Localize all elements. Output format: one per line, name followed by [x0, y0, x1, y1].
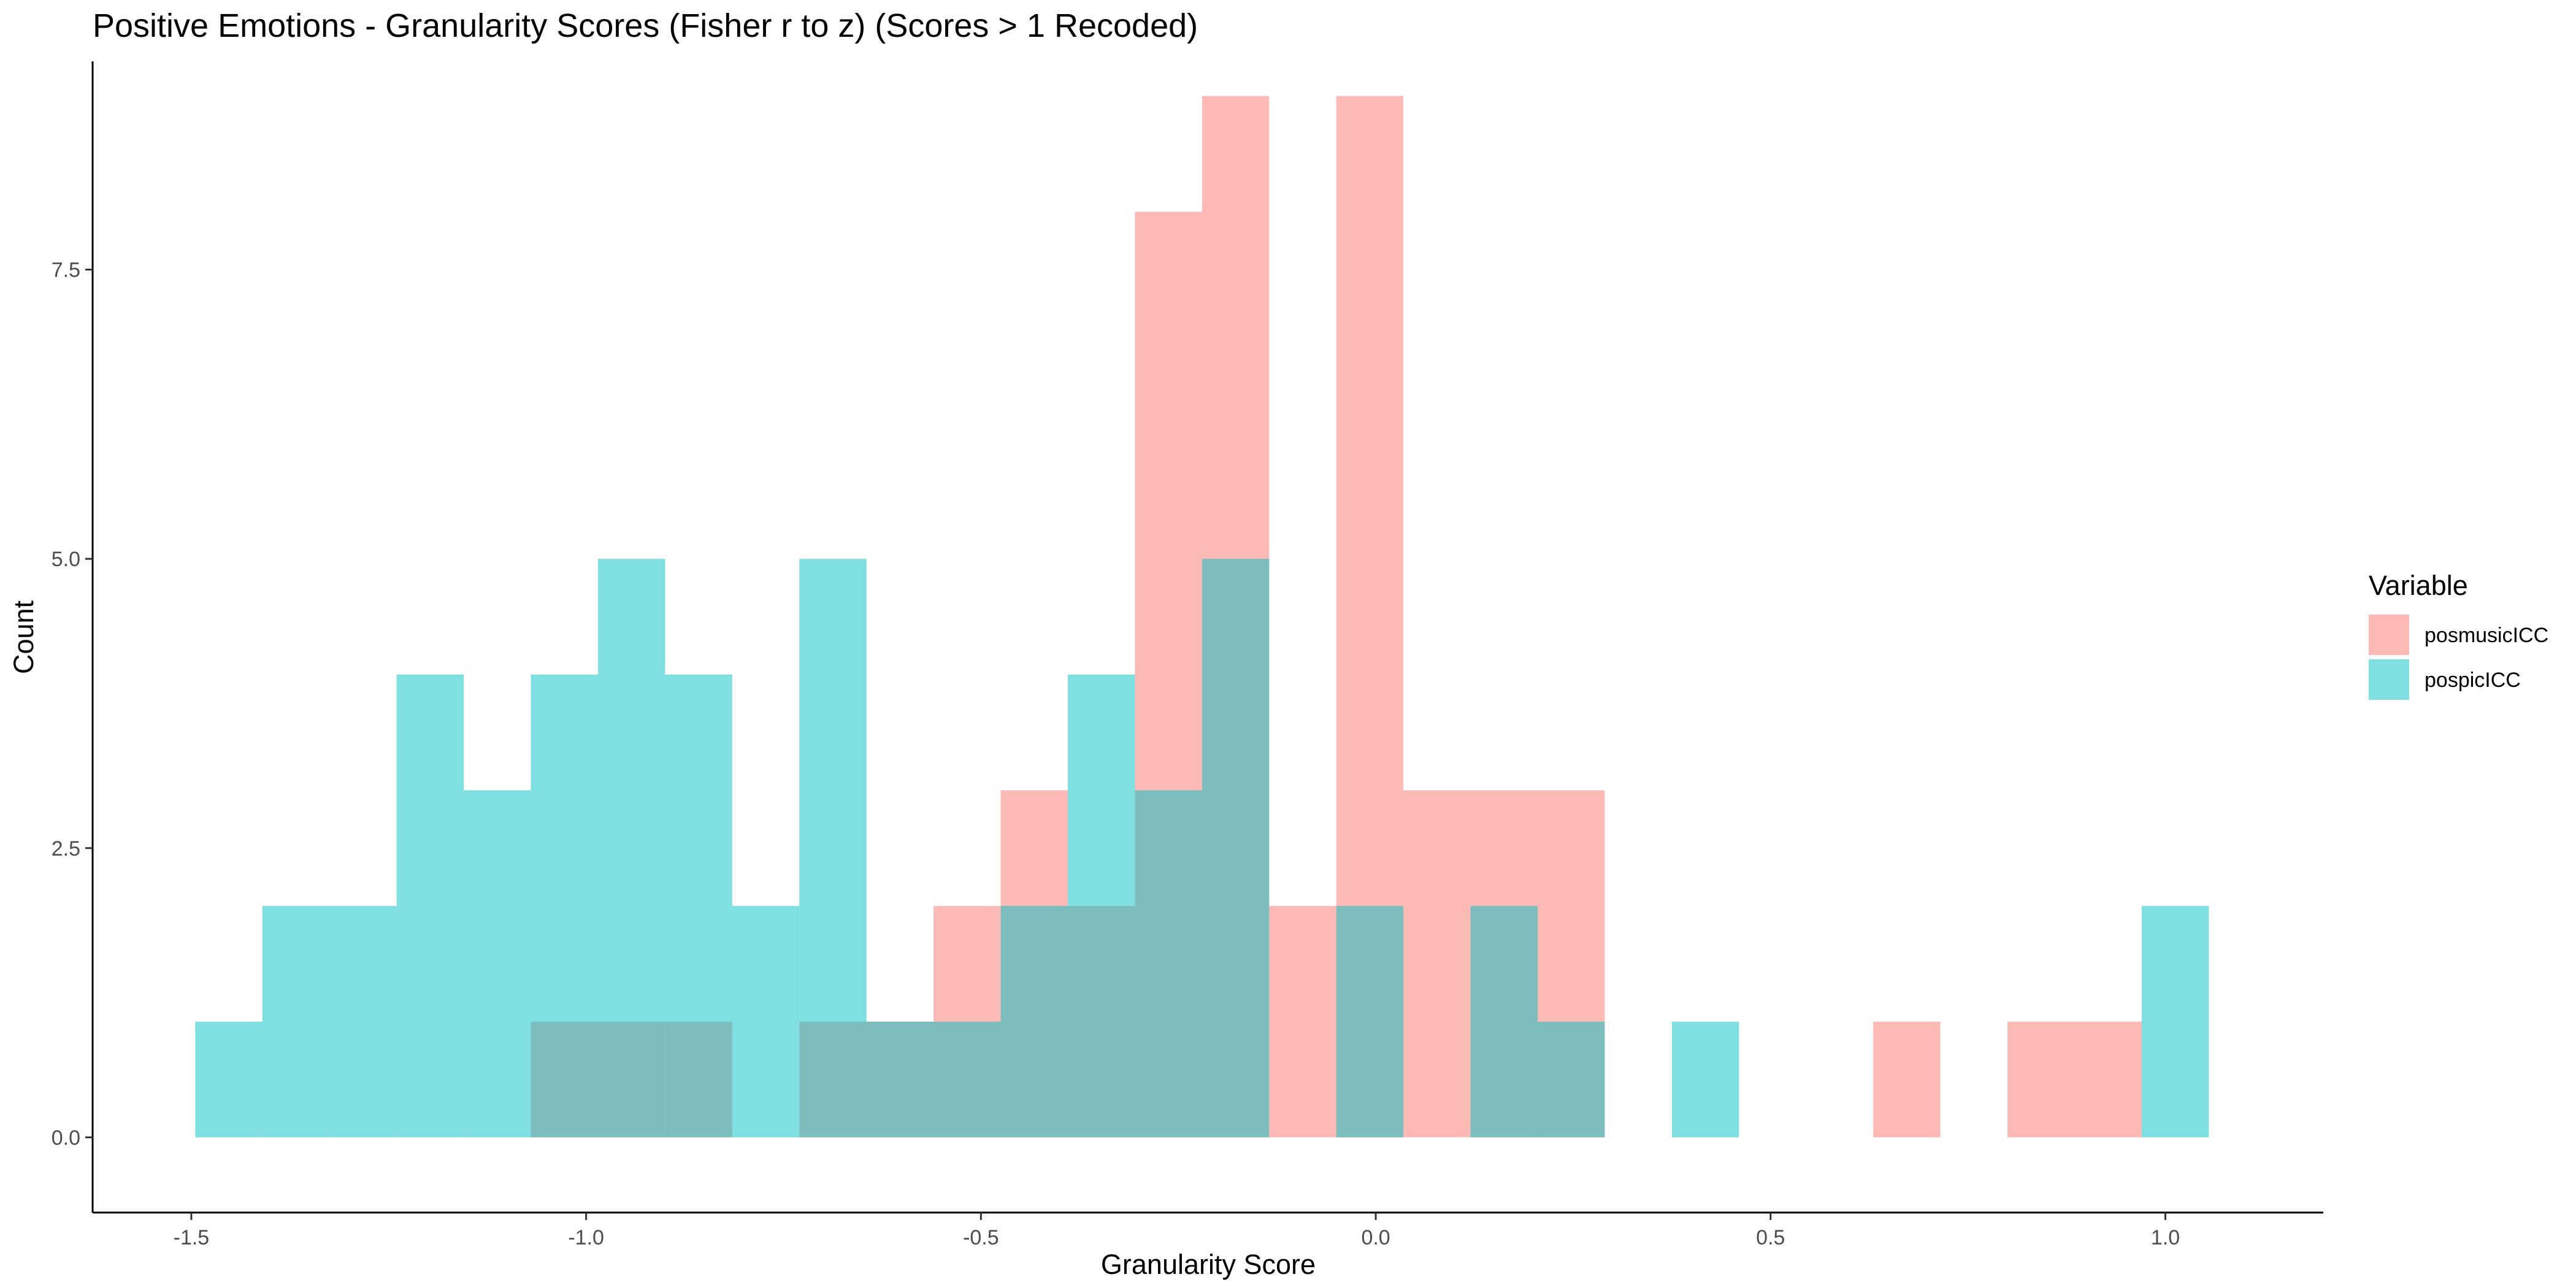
- pospicICC-bar: [195, 1021, 263, 1138]
- pospicICC-bar: [464, 790, 531, 1138]
- x-tick-label: 0.5: [1756, 1226, 1785, 1249]
- y-axis-ticks: 0.0 2.5 5.0 7.5: [52, 259, 93, 1149]
- pospicICC-bar: [597, 559, 665, 1138]
- posmusicICC-bar: [1873, 1021, 1941, 1138]
- x-tick-label: -1.5: [174, 1226, 210, 1249]
- x-tick-label: -1.0: [568, 1226, 604, 1249]
- pospicICC-bar: [665, 674, 732, 1138]
- chart-title: Positive Emotions - Granularity Scores (…: [93, 7, 1198, 44]
- pospicICC-legend-key: [2369, 659, 2409, 700]
- pospicICC-bar: [799, 559, 867, 1138]
- pospicICC-bar: [1000, 906, 1068, 1138]
- legend: Variable posmusicICC pospicICC: [2369, 570, 2548, 700]
- pospicICC-bar: [866, 1021, 934, 1138]
- posmusicICC-legend-label: posmusicICC: [2425, 624, 2548, 647]
- x-tick-label: -0.5: [963, 1226, 999, 1249]
- posmusicICC-bar: [2007, 1021, 2075, 1138]
- x-axis-ticks: -1.5 -1.0 -0.5 0.0 0.5 1.0: [174, 1213, 2180, 1249]
- y-tick-label: 2.5: [52, 837, 80, 861]
- pospicICC-bar: [396, 674, 464, 1138]
- pospicICC-bar: [2141, 906, 2209, 1138]
- pospicICC-legend-label: pospicICC: [2425, 669, 2521, 692]
- pospicICC-bar: [1671, 1021, 1739, 1138]
- posmusicICC-bar: [2074, 1021, 2142, 1138]
- pospicICC-bar: [732, 906, 800, 1138]
- pospicICC-bar: [1336, 906, 1404, 1138]
- pospicICC-bar: [933, 1021, 1001, 1138]
- x-tick-label: 0.0: [1361, 1226, 1390, 1249]
- x-tick-label: 1.0: [2151, 1226, 2180, 1249]
- legend-title: Variable: [2369, 570, 2468, 601]
- y-axis-title: Count: [8, 600, 39, 674]
- posmusicICC-bar: [1403, 790, 1471, 1138]
- pospicICC-bar: [1067, 674, 1135, 1138]
- pospicICC-bar: [531, 674, 598, 1138]
- pospicICC-bar: [1470, 906, 1538, 1138]
- pospicICC-bars: [195, 559, 2209, 1138]
- y-tick-label: 5.0: [52, 548, 80, 571]
- pospicICC-bar: [1202, 559, 1270, 1138]
- posmusicICC-bar: [1269, 906, 1336, 1138]
- pospicICC-bar: [262, 906, 330, 1138]
- y-tick-label: 7.5: [52, 259, 80, 282]
- pospicICC-bar: [1538, 1021, 1605, 1138]
- pospicICC-bar: [1135, 790, 1202, 1138]
- pospicICC-bar: [329, 906, 397, 1138]
- posmusicICC-legend-key: [2369, 615, 2409, 655]
- x-axis-title: Granularity Score: [1101, 1249, 1316, 1280]
- y-tick-label: 0.0: [52, 1126, 80, 1149]
